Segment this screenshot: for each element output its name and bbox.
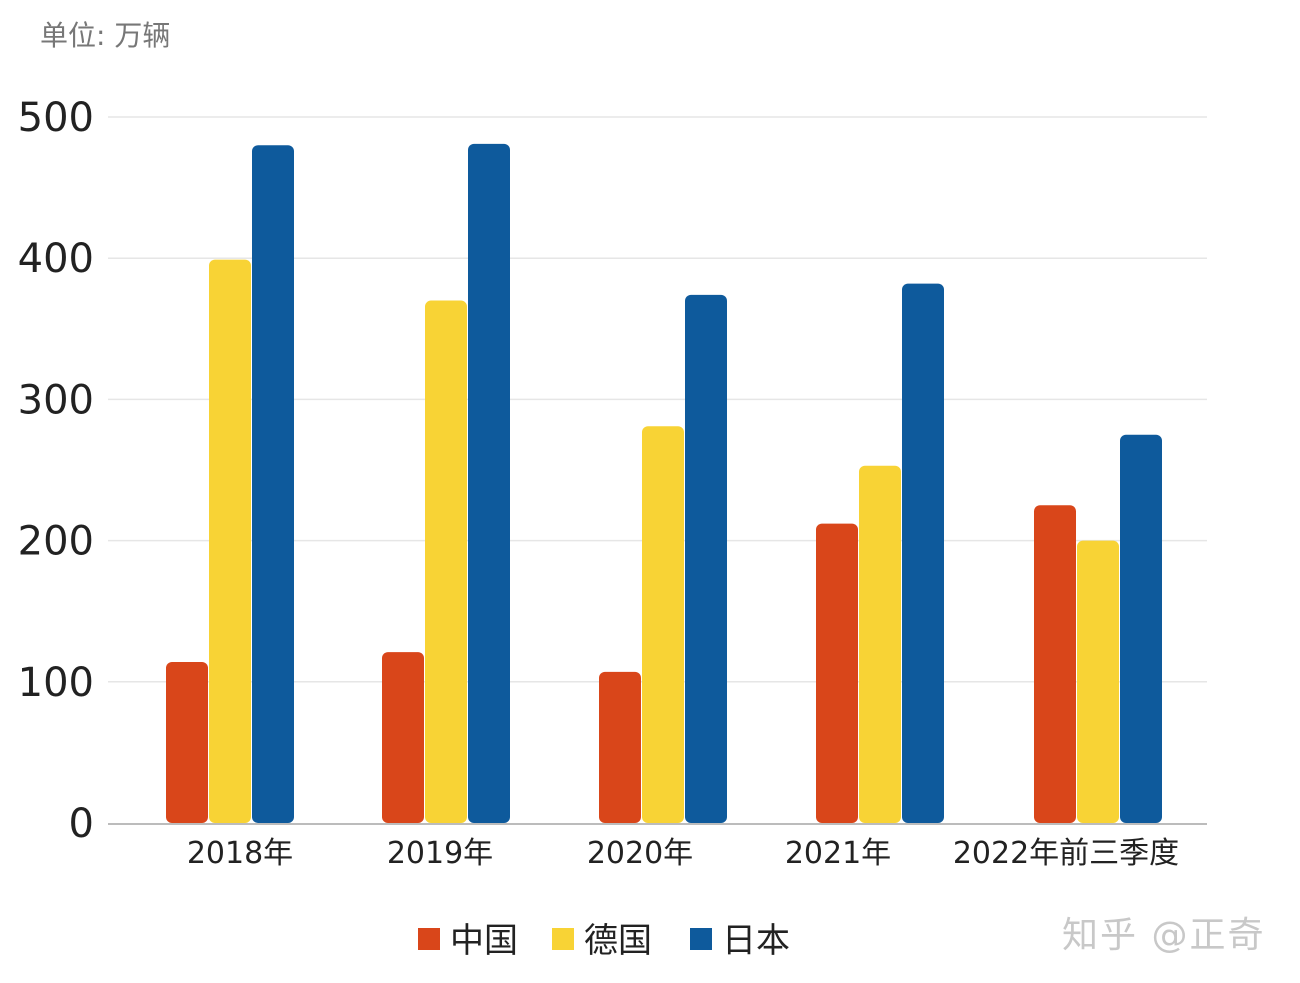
bar-德国-2022年前三季度 <box>1077 540 1119 823</box>
legend-label-中国: 中国 <box>450 921 518 961</box>
legend-label-日本: 日本 <box>722 921 790 961</box>
x-tick-label: 2022年前三季度 <box>953 836 1179 871</box>
x-tick-label: 2021年 <box>785 836 891 871</box>
legend-swatch-日本 <box>690 928 712 950</box>
y-tick-label: 100 <box>18 660 94 706</box>
legend-label-德国: 德国 <box>584 921 652 961</box>
bar-日本-2021年 <box>902 283 944 824</box>
unit-label: 单位: 万辆 <box>40 19 171 52</box>
bar-日本-2019年 <box>468 143 510 823</box>
bar-中国-2021年 <box>816 523 858 823</box>
y-tick-label: 0 <box>69 801 94 847</box>
bar-中国-2022年前三季度 <box>1034 505 1076 823</box>
bar-日本-2018年 <box>252 145 294 824</box>
x-axis-ticks: 2018年 2019年 2020年 2021年 2022年前三季度 <box>187 836 1179 871</box>
y-tick-label: 500 <box>18 95 94 141</box>
legend-swatch-中国 <box>418 928 440 950</box>
x-tick-label: 2019年 <box>387 836 493 871</box>
y-axis-ticks: 0 100 200 300 400 500 <box>18 95 94 847</box>
watermark: 知乎 @正奇 <box>1062 915 1266 956</box>
x-tick-label: 2018年 <box>187 836 293 871</box>
bar-中国-2020年 <box>599 671 641 823</box>
bar-德国-2018年 <box>209 259 251 823</box>
bar-日本-2022年前三季度 <box>1120 434 1162 823</box>
y-tick-label: 400 <box>18 236 94 282</box>
bar-日本-2020年 <box>685 294 727 823</box>
legend-swatch-德国 <box>552 928 574 950</box>
y-tick-label: 200 <box>18 519 94 565</box>
bar-德国-2020年 <box>642 426 684 823</box>
bar-德国-2021年 <box>859 465 901 823</box>
bars <box>166 143 1162 824</box>
legend: 中国 德国 日本 <box>418 921 790 961</box>
bar-中国-2019年 <box>382 652 424 823</box>
x-tick-label: 2020年 <box>587 836 693 871</box>
bar-中国-2018年 <box>166 662 208 823</box>
y-tick-label: 300 <box>18 377 94 423</box>
bar-德国-2019年 <box>425 300 467 823</box>
